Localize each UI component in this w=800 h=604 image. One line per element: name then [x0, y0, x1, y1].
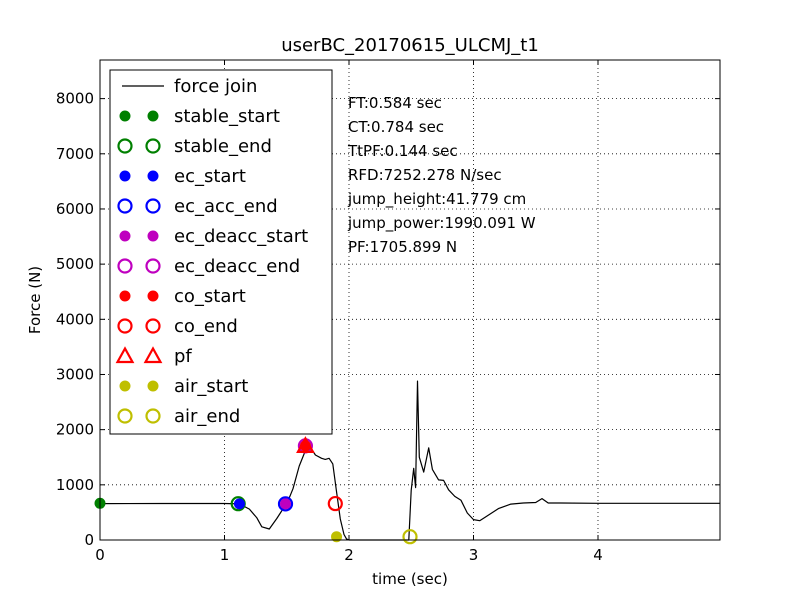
- legend-entry: ec_start: [119, 166, 246, 187]
- legend-entry: air_end: [117, 406, 240, 427]
- y-axis-label: Force (N): [26, 266, 44, 334]
- legend-marker: [119, 380, 131, 392]
- event-marker-ec-acc-end: [277, 496, 294, 512]
- y-tick-label: 6000: [56, 200, 94, 218]
- legend-marker: [117, 318, 133, 334]
- legend-marker: [147, 110, 159, 122]
- legend-label: ec_start: [174, 166, 246, 187]
- x-tick-label: 0: [95, 546, 105, 564]
- legend-box: [109, 69, 333, 435]
- legend-entry: ec_deacc_start: [119, 226, 308, 247]
- y-tick-label: 4000: [56, 310, 94, 328]
- legend-label: air_end: [174, 406, 240, 427]
- annotation-line: jump_height:41.779 cm: [347, 190, 526, 209]
- legend-marker: [145, 138, 161, 154]
- legend-marker: [119, 110, 131, 122]
- grid-layer: [100, 60, 720, 540]
- legend-marker: [145, 258, 161, 274]
- chart-title: userBC_20170615_ULCMJ_t1: [281, 35, 539, 56]
- legend-marker: [115, 346, 135, 364]
- legend-marker: [145, 198, 161, 214]
- legend-marker: [117, 258, 133, 274]
- legend-marker: [147, 230, 159, 242]
- legend-marker: [147, 290, 159, 302]
- event-marker-ec-start: [233, 498, 245, 510]
- annotation-line: CT:0.784 sec: [348, 118, 444, 136]
- legend-marker: [143, 346, 163, 364]
- legend-entry: force join: [122, 76, 257, 97]
- event-marker-air-end: [402, 529, 418, 545]
- legend-marker: [119, 170, 131, 182]
- legend-label: stable_start: [174, 106, 280, 127]
- legend-entry: stable_end: [117, 136, 272, 157]
- x-tick-label: 4: [593, 546, 603, 564]
- legend-entry: pf: [115, 346, 192, 367]
- legend-entry: stable_start: [119, 106, 280, 127]
- y-tick-label: 2000: [56, 421, 94, 439]
- x-tick-label: 1: [220, 546, 230, 564]
- y-tick-label: 3000: [56, 365, 94, 383]
- y-tick-label: 0: [84, 531, 94, 549]
- legend-entry: co_start: [119, 286, 246, 307]
- event-marker-co-end: [327, 495, 343, 512]
- legend-marker: [117, 408, 133, 424]
- x-tick-label: 3: [469, 546, 479, 564]
- x-tick-label: 2: [344, 546, 354, 564]
- annotation-block: FT:0.584 sec CT:0.784 sec TtPF:0.144 sec RF…: [347, 94, 536, 256]
- y-tick-label: 7000: [56, 145, 94, 163]
- y-tick-label: 8000: [56, 90, 94, 108]
- plot-frame: [99, 59, 721, 541]
- x-axis-label: time (sec): [372, 570, 448, 588]
- event-marker-ec-deacc-start: [280, 498, 292, 510]
- legend-entry: ec_deacc_end: [117, 256, 300, 277]
- legend-label: ec_deacc_start: [174, 226, 308, 247]
- legend-marker: [117, 198, 133, 214]
- ticks-layer: 0 1 2 3 4 0 1000 2000 3000 4000 5000 6000 7000 8000: [56, 60, 720, 564]
- legend-label: co_end: [174, 316, 238, 337]
- annotation-line: FT:0.584 sec: [348, 94, 442, 112]
- legend-marker: [147, 380, 159, 392]
- event-marker-air-start: [331, 531, 343, 543]
- legend-marker: [119, 230, 131, 242]
- legend-entry: co_end: [117, 316, 238, 337]
- annotation-line: TtPF:0.144 sec: [347, 142, 458, 160]
- legend-label: ec_deacc_end: [174, 256, 300, 277]
- event-marker-pf: [296, 436, 315, 453]
- legend-marker: [119, 290, 131, 302]
- legend-label: pf: [174, 346, 192, 367]
- legend-marker: [145, 408, 161, 424]
- legend-entry: air_start: [119, 376, 248, 397]
- annotation-line: jump_power:1990.091 W: [347, 214, 536, 233]
- legend-marker: [117, 138, 133, 154]
- legend-label: force join: [174, 76, 257, 97]
- legend-label: co_start: [174, 286, 246, 307]
- annotation-line: RFD:7252.278 N/sec: [348, 166, 502, 184]
- legend-label: ec_acc_end: [174, 196, 278, 217]
- legend: force join stable_start stable_end ec_start…: [109, 69, 333, 435]
- y-tick-label: 5000: [56, 255, 94, 273]
- events-layer: [94, 436, 418, 545]
- legend-marker: [147, 170, 159, 182]
- legend-label: air_start: [174, 376, 248, 397]
- legend-marker: [145, 318, 161, 334]
- legend-label: stable_end: [174, 136, 272, 157]
- y-tick-label: 1000: [56, 476, 94, 494]
- legend-entry: ec_acc_end: [117, 196, 278, 217]
- annotation-line: PF:1705.899 N: [348, 238, 457, 256]
